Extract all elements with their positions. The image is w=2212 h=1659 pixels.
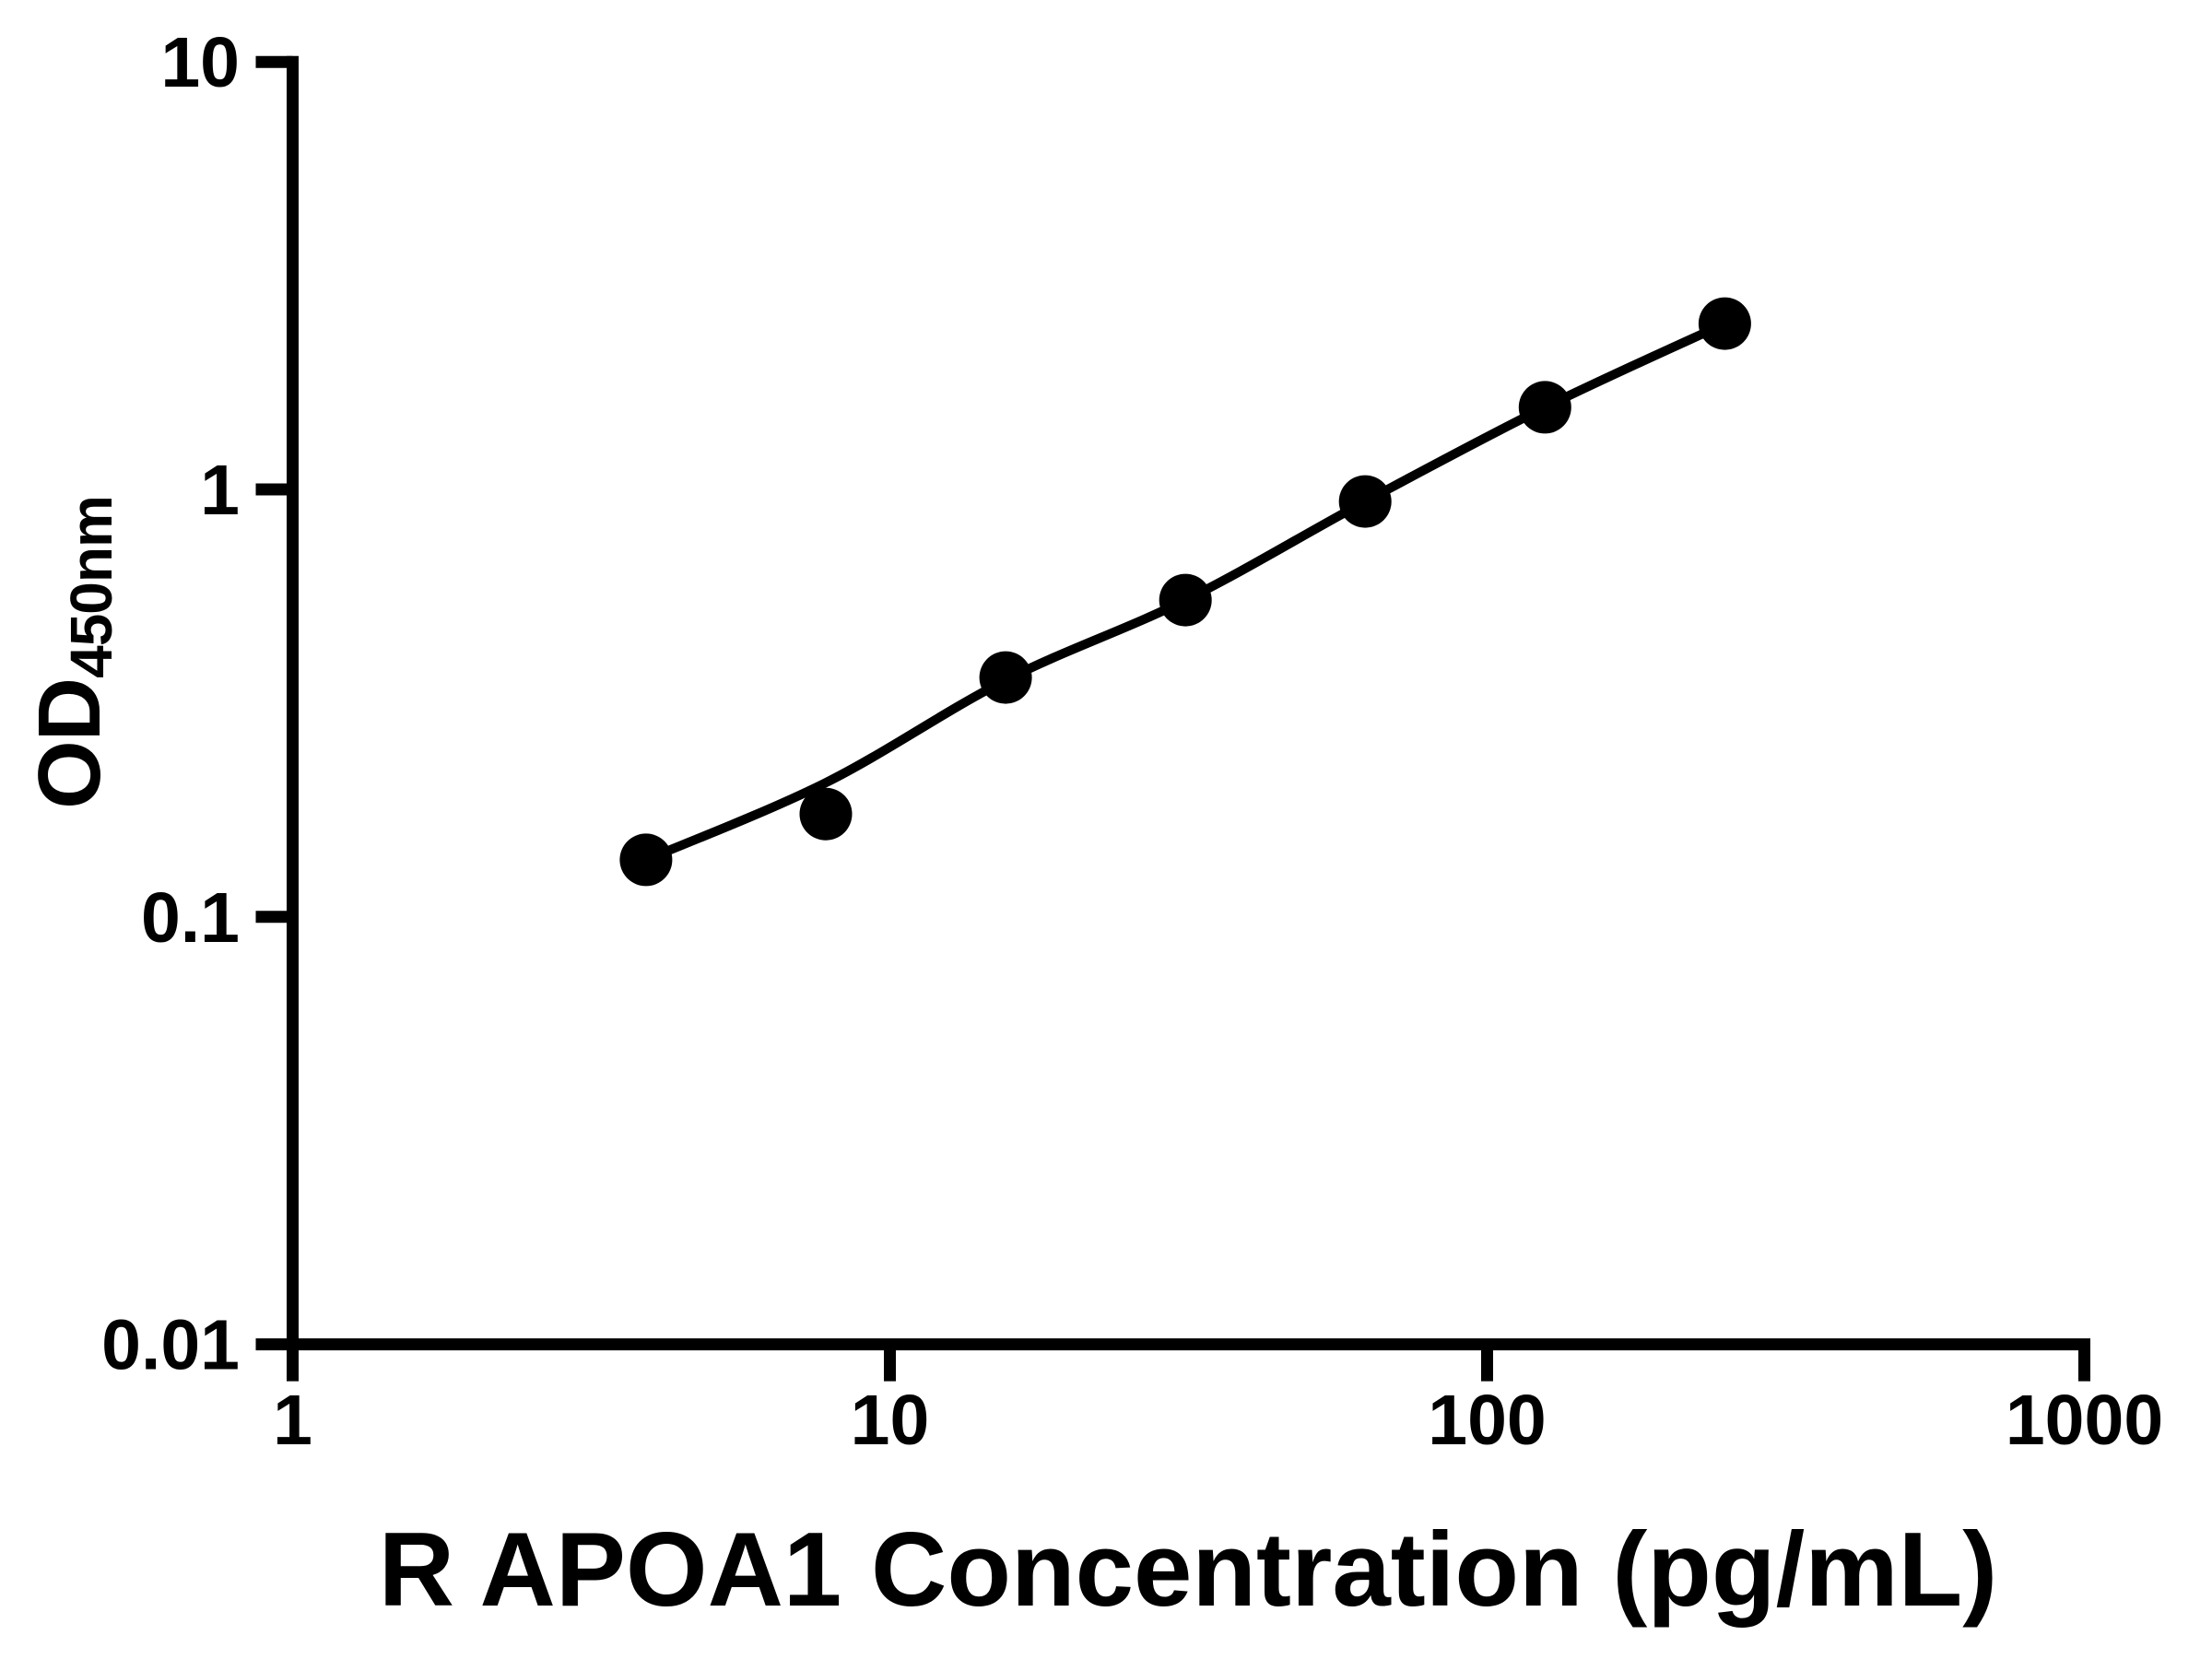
data-point <box>1698 297 1751 350</box>
x-tick-label: 10 <box>851 1381 930 1460</box>
x-tick-label: 100 <box>1428 1381 1546 1460</box>
y-axis-title: OD450nm <box>19 496 124 809</box>
y-tick-label: 10 <box>160 23 240 102</box>
x-tick-label: 1 <box>273 1381 312 1460</box>
data-point <box>619 833 673 887</box>
y-tick-label: 0.01 <box>101 1306 240 1385</box>
data-point <box>799 787 853 841</box>
data-point <box>1159 573 1212 627</box>
data-point <box>979 651 1032 704</box>
y-tick-label: 0.1 <box>141 878 240 958</box>
y-axis-title-main: OD <box>20 677 119 809</box>
data-point <box>1338 475 1392 528</box>
y-axis-title-subscript: 450nm <box>57 496 124 678</box>
x-tick-label: 1000 <box>2006 1381 2163 1460</box>
x-axis-title: R APOA1 Concentration (pg/mL) <box>378 1512 1998 1629</box>
y-tick-label: 1 <box>200 451 240 530</box>
data-point <box>1518 381 1571 434</box>
